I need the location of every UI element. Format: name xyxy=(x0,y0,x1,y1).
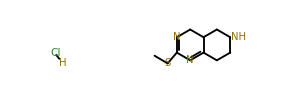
Text: N: N xyxy=(186,55,194,65)
Text: S: S xyxy=(164,58,171,68)
Text: H: H xyxy=(59,58,67,68)
Text: N: N xyxy=(173,32,180,42)
Text: NH: NH xyxy=(231,32,246,42)
Text: Cl: Cl xyxy=(50,48,61,58)
